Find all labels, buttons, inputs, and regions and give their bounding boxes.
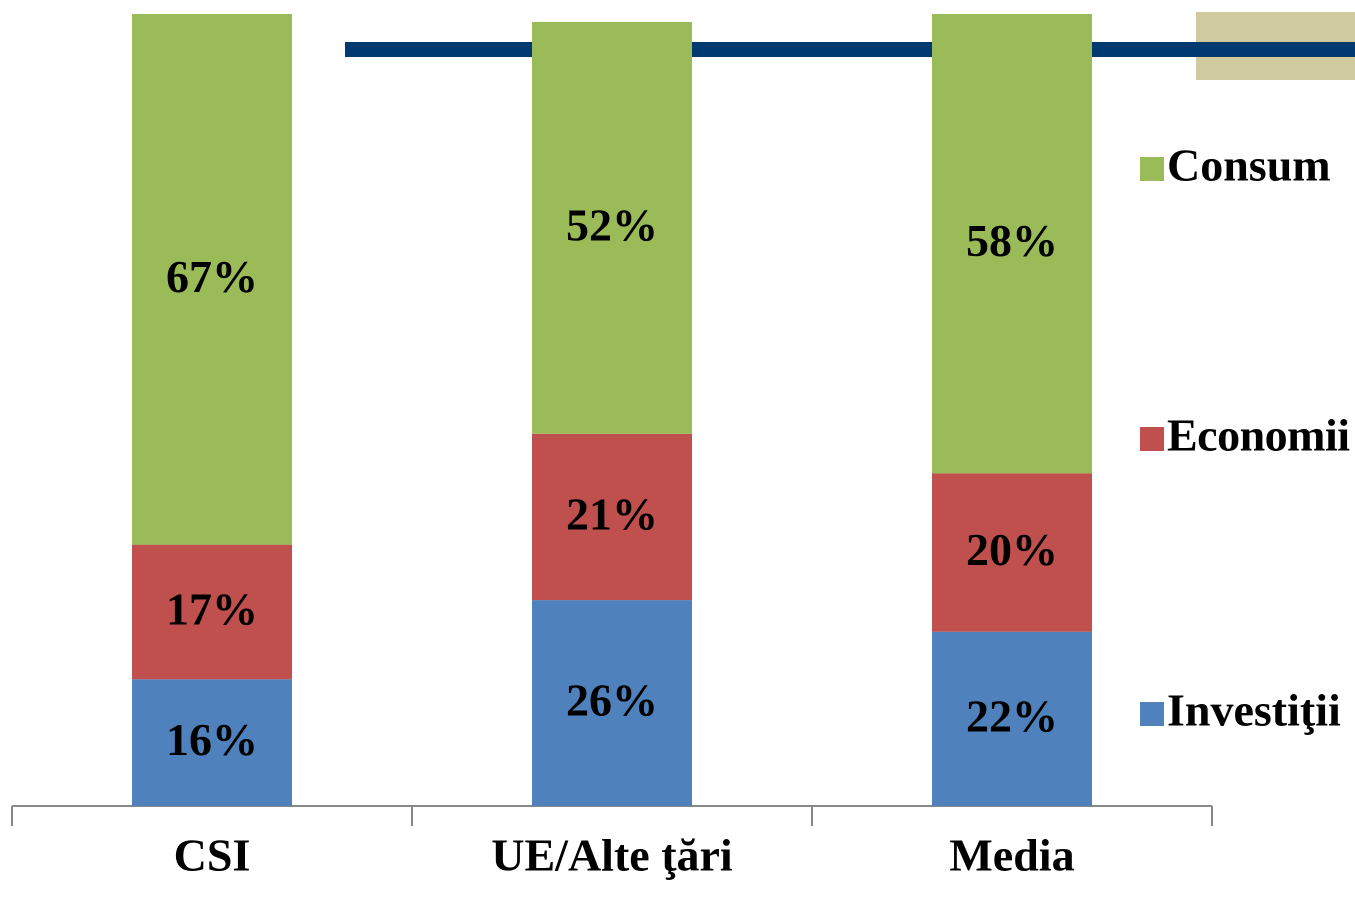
x-tick-label: UE/Alte ţări <box>491 830 733 881</box>
bar-segment <box>532 21 692 434</box>
data-label: 21% <box>566 488 658 539</box>
legend-label: Investiţii <box>1167 685 1341 736</box>
data-label: 20% <box>966 524 1058 575</box>
decoration <box>345 42 1355 57</box>
x-tick-label: Media <box>949 830 1074 881</box>
bar-segment <box>132 679 292 806</box>
legend-label: Consum <box>1167 140 1331 191</box>
legend-swatch <box>1140 157 1164 181</box>
legend-swatch <box>1140 702 1164 726</box>
bar-segment <box>932 473 1092 632</box>
data-label: 22% <box>966 690 1058 741</box>
bar-segment <box>532 433 692 601</box>
bar-segment <box>132 14 292 545</box>
bar-segment <box>132 544 292 680</box>
data-label: 16% <box>166 714 258 765</box>
bar-segment <box>932 14 1092 474</box>
data-label: 26% <box>566 675 658 726</box>
x-tick-label: CSI <box>174 830 251 881</box>
legend-swatch <box>1140 427 1164 451</box>
data-label: 67% <box>166 251 258 302</box>
data-label: 52% <box>566 199 658 250</box>
bar-segment <box>932 631 1092 806</box>
data-label: 17% <box>166 584 258 635</box>
bar-segment <box>532 600 692 806</box>
legend-label: Economii <box>1167 410 1350 461</box>
data-label: 58% <box>966 215 1058 266</box>
